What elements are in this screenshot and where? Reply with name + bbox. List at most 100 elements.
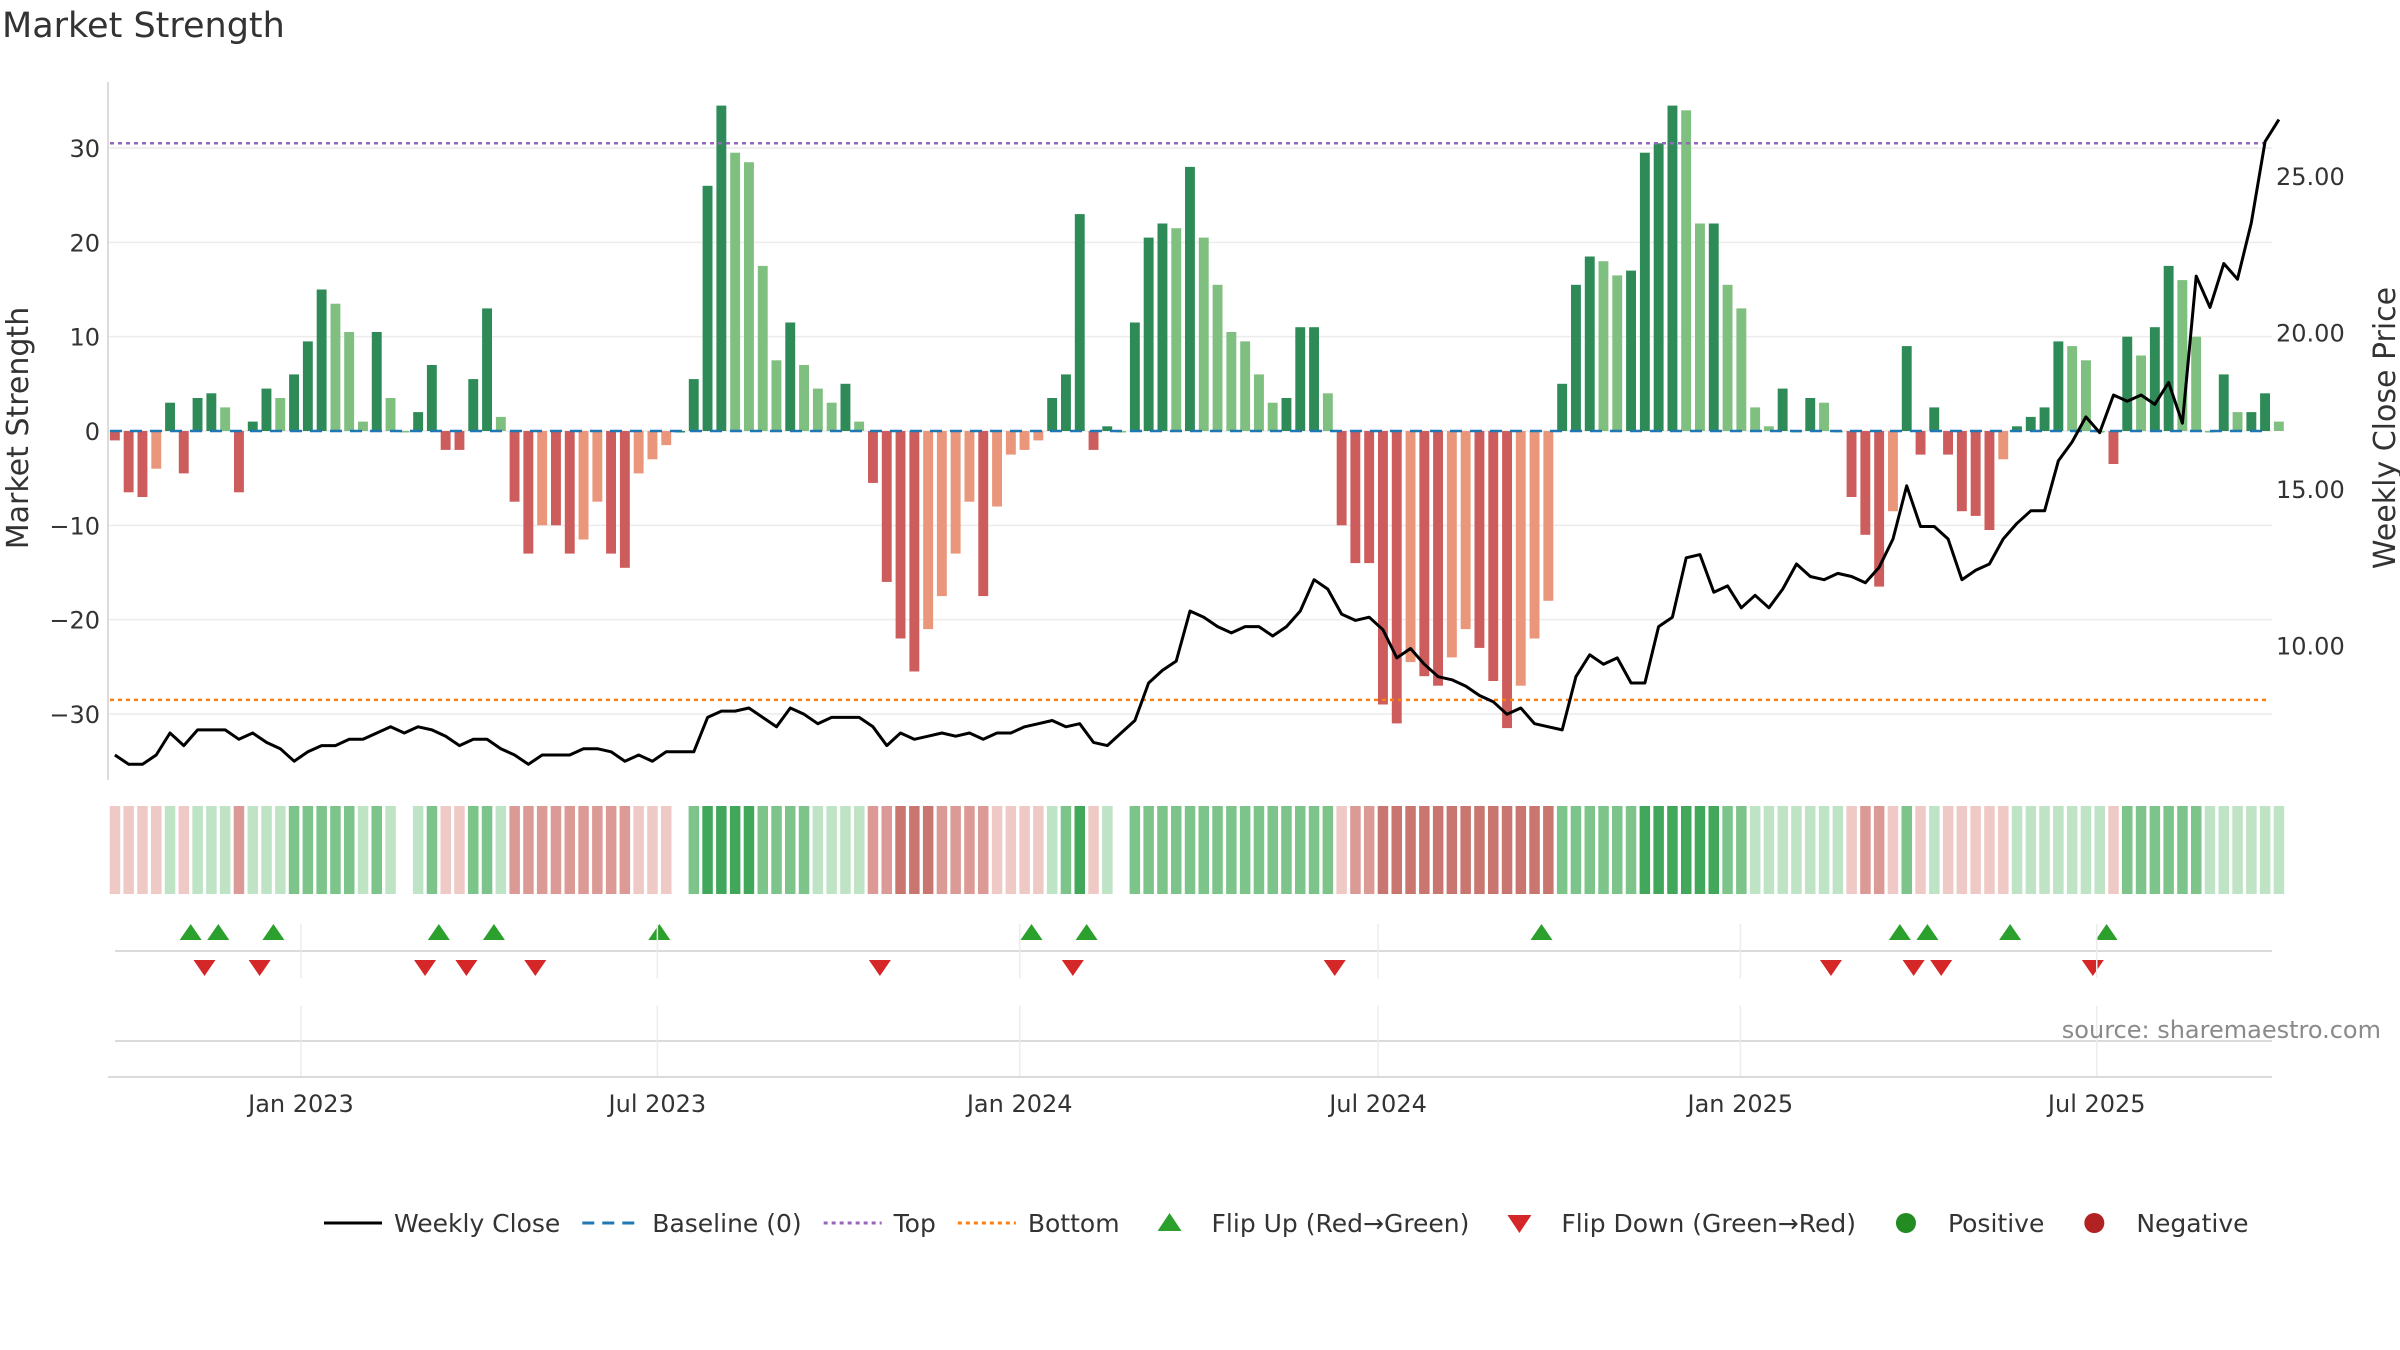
band-cell xyxy=(2191,806,2202,894)
band-cell xyxy=(1694,806,1706,894)
band-cell xyxy=(1281,806,1292,894)
band-cell xyxy=(550,806,562,894)
band-cell xyxy=(633,806,644,894)
band-cell xyxy=(344,806,355,894)
strength-bar xyxy=(289,374,299,431)
flip-down-marker xyxy=(455,960,478,976)
band-cell xyxy=(1667,806,1678,894)
band-cell xyxy=(426,806,438,894)
x-axis: Jan 2023 Jul 2023 Jan 2024 Jul 2024 Jan 2025… xyxy=(108,924,2272,1118)
strength-bar xyxy=(109,431,120,441)
band-cell xyxy=(261,806,272,894)
band-cell xyxy=(1791,806,1802,894)
strength-bar xyxy=(1074,214,1085,431)
band-cell xyxy=(950,806,961,894)
band-cell xyxy=(1998,806,2009,894)
band-cell xyxy=(1681,806,1692,894)
band-cell xyxy=(1543,806,1554,894)
strength-bar xyxy=(978,431,989,597)
strength-bar xyxy=(1750,407,1761,431)
strength-bar xyxy=(1309,327,1319,431)
band-cell xyxy=(1887,806,1899,894)
band-cell xyxy=(219,806,231,894)
strength-bar xyxy=(247,421,258,431)
strength-bar xyxy=(785,322,796,431)
strength-bar xyxy=(468,379,479,431)
flip-down-marker xyxy=(868,960,891,976)
flip-markers-panel xyxy=(115,924,2272,1042)
band-cell xyxy=(826,806,837,894)
strength-bar xyxy=(1419,431,1430,677)
strength-bar xyxy=(1956,431,1967,512)
strength-bar xyxy=(1598,261,1609,431)
x-tick-label: Jul 2024 xyxy=(1327,1090,1427,1118)
strength-bar xyxy=(895,431,906,639)
band-cell xyxy=(109,806,121,894)
band-cell xyxy=(1625,806,1637,894)
band-cell xyxy=(785,806,796,894)
flip-down-marker xyxy=(1061,960,1084,976)
band-cell xyxy=(1915,806,1926,894)
band-cell xyxy=(2218,806,2229,894)
flip-up-marker xyxy=(1999,924,2022,940)
strength-bar xyxy=(2136,355,2146,431)
flip-down-marker xyxy=(2081,960,2104,976)
strength-bar xyxy=(2149,327,2160,431)
band-cell xyxy=(1184,806,1196,894)
strength-bar xyxy=(757,265,768,431)
band-cell xyxy=(978,806,989,894)
band-cell xyxy=(619,806,631,894)
weekly-close-line xyxy=(114,118,2281,766)
band-cell xyxy=(247,806,258,894)
band-cell xyxy=(1612,806,1623,894)
strength-bar xyxy=(385,398,396,431)
strength-bar xyxy=(206,393,217,431)
band-cell xyxy=(2094,806,2105,894)
band-cell xyxy=(2177,806,2188,894)
strength-bar xyxy=(1695,223,1705,431)
band-cell xyxy=(1708,806,1719,894)
flip-up-marker xyxy=(207,924,230,940)
x-tick-label: Jul 2025 xyxy=(2046,1090,2146,1118)
band-cell xyxy=(1226,806,1237,894)
legend-item: Bottom xyxy=(957,1209,1120,1238)
band-cell xyxy=(1832,806,1844,894)
strength-bar xyxy=(1488,431,1499,681)
legend-label: Weekly Close xyxy=(394,1209,560,1238)
strength-bar xyxy=(1708,223,1719,431)
strength-bar xyxy=(1474,431,1485,648)
strength-bar xyxy=(1350,431,1361,564)
band-cell xyxy=(1212,806,1223,894)
band-cell xyxy=(468,806,479,894)
strength-bar xyxy=(2012,426,2022,431)
legend-swatch xyxy=(1895,1213,1916,1233)
band-cell xyxy=(2204,806,2216,894)
strength-bar xyxy=(192,398,203,431)
band-cell xyxy=(481,806,493,894)
strength-bar xyxy=(1984,431,1995,530)
band-cell xyxy=(1060,806,1072,894)
band-cell xyxy=(605,806,617,894)
strength-bar xyxy=(1557,383,1568,431)
strength-bar xyxy=(454,431,465,450)
strength-band xyxy=(109,806,2285,894)
band-cell xyxy=(1653,806,1664,894)
band-cell xyxy=(2135,806,2147,894)
band-cell xyxy=(1033,806,1044,894)
strength-bar xyxy=(1584,256,1595,431)
strength-bar xyxy=(1171,228,1182,431)
y-tick-right: 20.00 xyxy=(2276,319,2345,347)
band-cell xyxy=(536,806,548,894)
band-cell xyxy=(385,806,396,894)
band-cell xyxy=(316,806,327,894)
band-cell xyxy=(2025,806,2037,894)
band-cell xyxy=(812,806,824,894)
strength-bar xyxy=(936,431,947,597)
strength-bar xyxy=(2218,374,2229,431)
flip-up-marker xyxy=(179,924,202,940)
band-cell xyxy=(922,806,934,894)
strength-bar xyxy=(1102,426,1113,431)
left-y-axis: 30 20 10 0 −10 −20 −30 xyxy=(49,82,109,780)
strength-bar xyxy=(964,431,975,502)
strength-bar xyxy=(1571,284,1581,431)
